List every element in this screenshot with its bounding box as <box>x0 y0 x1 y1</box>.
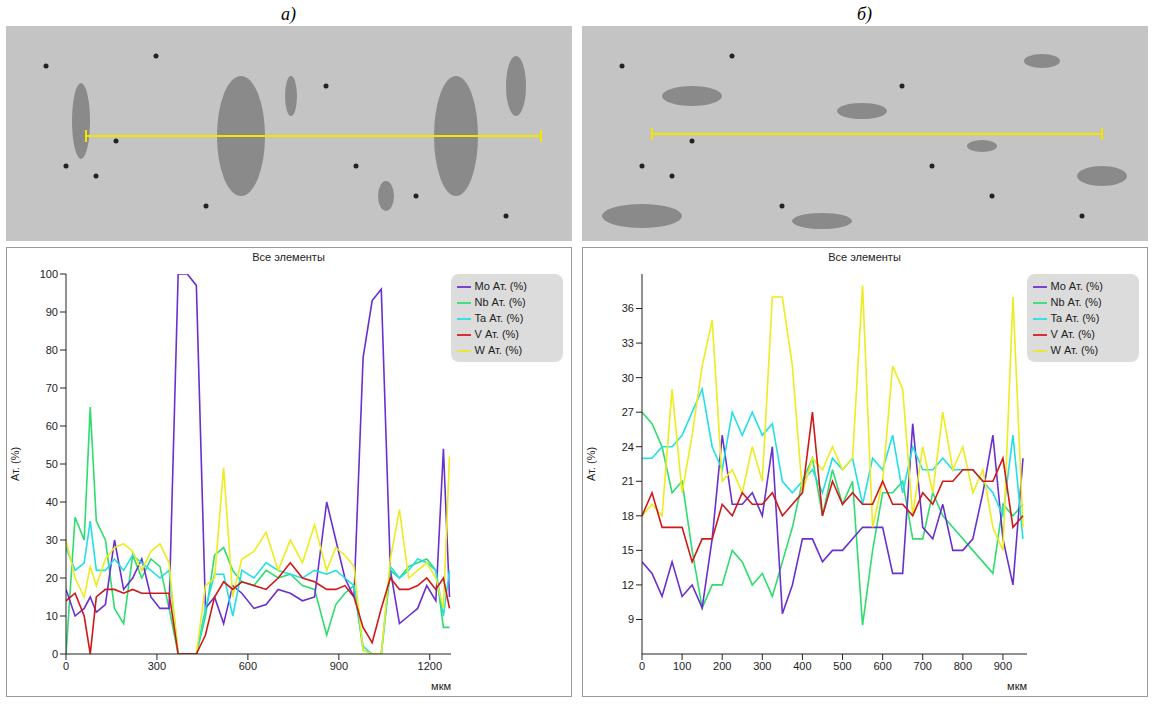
html-text:W Ат. (%): W Ат. (%) <box>1050 344 1099 357</box>
html-text:Ta Ат. (%): Ta Ат. (%) <box>474 312 524 325</box>
svg-text:Ат. (%): Ат. (%) <box>584 447 596 481</box>
svg-text:21: 21 <box>621 475 633 487</box>
svg-text:80: 80 <box>45 344 57 356</box>
svg-text:0: 0 <box>62 660 68 672</box>
html-text:Nb Ат. (%): Nb Ат. (%) <box>1050 296 1102 309</box>
html-text:Nb Ат. (%): Nb Ат. (%) <box>474 296 526 309</box>
svg-text:0: 0 <box>51 648 57 660</box>
svg-text:70: 70 <box>45 382 57 394</box>
svg-text:30: 30 <box>621 372 633 384</box>
svg-text:27: 27 <box>621 406 633 418</box>
svg-text:90: 90 <box>45 306 57 318</box>
svg-text:100: 100 <box>39 268 57 280</box>
svg-text:900: 900 <box>993 660 1011 672</box>
svg-text:300: 300 <box>753 660 771 672</box>
html-text:W Ат. (%): W Ат. (%) <box>474 344 523 357</box>
svg-text:1200: 1200 <box>417 660 441 672</box>
svg-text:мкм: мкм <box>431 680 451 692</box>
html-text:Ta Ат. (%): Ta Ат. (%) <box>1050 312 1100 325</box>
svg-text:10: 10 <box>45 610 57 622</box>
svg-text:20: 20 <box>45 572 57 584</box>
svg-text:36: 36 <box>621 302 633 314</box>
svg-text:12: 12 <box>621 579 633 591</box>
svg-text:600: 600 <box>873 660 891 672</box>
svg-text:30: 30 <box>45 534 57 546</box>
html-text:Все элементы: Все элементы <box>828 251 901 263</box>
svg-text:60: 60 <box>45 420 57 432</box>
html-text:V Ат. (%): V Ат. (%) <box>474 328 519 341</box>
html-text:Mo Ат. (%): Mo Ат. (%) <box>474 280 527 292</box>
svg-text:50: 50 <box>45 458 57 470</box>
svg-text:500: 500 <box>833 660 851 672</box>
svg-text:15: 15 <box>621 544 633 556</box>
svg-text:9: 9 <box>627 613 633 625</box>
html-text:V Ат. (%): V Ат. (%) <box>1050 328 1095 341</box>
svg-text:400: 400 <box>793 660 811 672</box>
html-text:Все элементы: Все элементы <box>252 251 325 263</box>
svg-text:300: 300 <box>147 660 165 672</box>
svg-text:800: 800 <box>953 660 971 672</box>
svg-text:33: 33 <box>621 337 633 349</box>
svg-text:900: 900 <box>329 660 347 672</box>
svg-text:18: 18 <box>621 510 633 522</box>
svg-text:0: 0 <box>638 660 644 672</box>
html-text:б): б) <box>857 4 872 24</box>
svg-text:40: 40 <box>45 496 57 508</box>
html-text:Mo Ат. (%): Mo Ат. (%) <box>1050 280 1103 292</box>
svg-text:600: 600 <box>238 660 256 672</box>
svg-text:мкм: мкм <box>1007 680 1027 692</box>
svg-text:200: 200 <box>713 660 731 672</box>
svg-text:24: 24 <box>621 441 633 453</box>
svg-text:Ат. (%): Ат. (%) <box>8 447 20 481</box>
svg-text:100: 100 <box>672 660 690 672</box>
svg-text:700: 700 <box>913 660 931 672</box>
html-text:а): а) <box>281 4 296 24</box>
